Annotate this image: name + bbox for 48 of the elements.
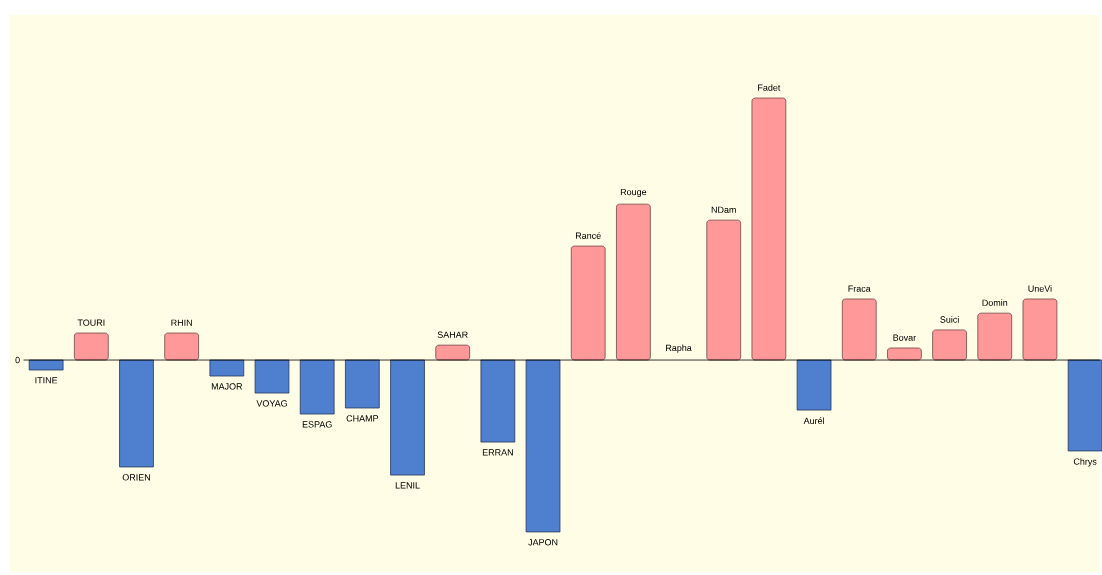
bar bbox=[525, 359, 561, 533]
bar bbox=[616, 203, 651, 361]
x-tick-label: Bovar bbox=[893, 334, 916, 341]
bar bbox=[28, 359, 64, 371]
bar bbox=[299, 359, 335, 415]
x-tick-label: Aurél bbox=[803, 417, 824, 424]
bar bbox=[345, 359, 380, 409]
x-tick-label: Fadet bbox=[758, 84, 781, 91]
x-tick-label: CHAMP bbox=[346, 415, 379, 422]
bar bbox=[435, 344, 471, 361]
bar bbox=[887, 347, 922, 361]
x-tick-label: UneVi bbox=[1028, 285, 1052, 292]
x-tick-label: MAJOR bbox=[211, 383, 243, 390]
x-tick-label: ESPAG bbox=[302, 421, 332, 428]
bar bbox=[977, 312, 1013, 361]
bar bbox=[706, 219, 742, 361]
bar bbox=[751, 97, 787, 361]
x-tick-label: ORIEN bbox=[122, 474, 150, 481]
bar bbox=[254, 359, 290, 394]
x-tick-label: Rapha bbox=[666, 344, 692, 353]
x-tick-label: ITINE bbox=[35, 377, 58, 384]
x-tick-label: NDam bbox=[711, 206, 736, 213]
x-tick-label: Domin bbox=[982, 299, 1008, 306]
x-tick-label: SAHAR bbox=[437, 331, 468, 338]
x-tick-label: Rouge bbox=[620, 188, 647, 197]
bar bbox=[480, 359, 516, 443]
bar bbox=[209, 359, 245, 377]
bar bbox=[164, 332, 199, 361]
bar bbox=[1067, 359, 1102, 452]
x-tick-label: Fraca bbox=[848, 285, 871, 292]
bar bbox=[841, 298, 877, 361]
bar bbox=[73, 332, 109, 361]
text: 0 bbox=[15, 356, 20, 364]
x-tick-label: LENIL bbox=[395, 482, 420, 489]
x-tick-label: Rancé bbox=[575, 232, 601, 239]
x-tick-label: Suici bbox=[940, 316, 959, 323]
bar bbox=[932, 329, 967, 361]
bar bbox=[1022, 298, 1058, 361]
x-tick-label: TOURI bbox=[77, 319, 105, 326]
bar bbox=[390, 359, 425, 476]
x-tick-label: Chrys bbox=[1073, 458, 1097, 467]
bar bbox=[570, 245, 606, 361]
x-tick-label: JAPON bbox=[528, 539, 558, 546]
x-tick-label: ERRAN bbox=[482, 449, 513, 456]
x-tick-label: VOYAG bbox=[256, 400, 287, 407]
x-tick-label: RHIN bbox=[171, 319, 192, 326]
bar bbox=[796, 359, 832, 411]
bar bbox=[119, 359, 154, 468]
